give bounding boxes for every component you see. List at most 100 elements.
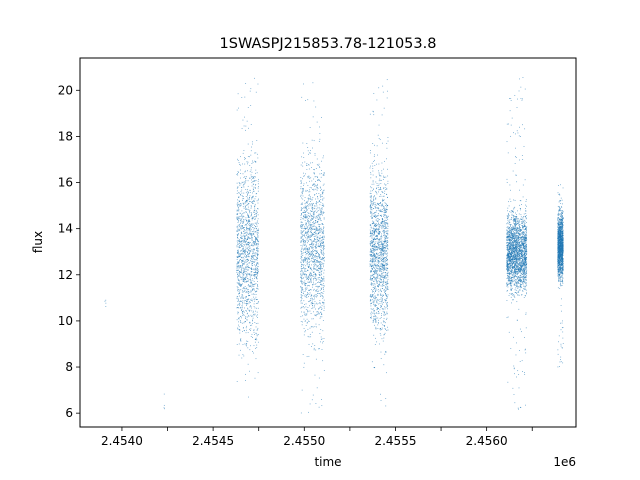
data-point [519, 271, 521, 273]
data-point [308, 256, 310, 258]
data-point [244, 227, 245, 228]
data-point [310, 246, 312, 247]
data-point [315, 349, 317, 351]
data-point [512, 299, 513, 301]
data-point [384, 221, 385, 223]
data-point [321, 204, 323, 206]
data-point [381, 247, 383, 249]
data-point [239, 201, 240, 202]
data-point [310, 220, 312, 221]
data-point [323, 172, 325, 173]
data-point [320, 339, 322, 340]
data-point [375, 225, 377, 227]
data-point [514, 296, 516, 298]
data-point [246, 301, 247, 303]
data-point [238, 192, 240, 194]
data-point [256, 239, 257, 240]
data-point [373, 156, 375, 157]
data-point [372, 230, 374, 232]
data-point [249, 286, 251, 288]
data-point [373, 367, 375, 368]
data-point [378, 227, 380, 229]
data-point [526, 226, 528, 228]
data-point [300, 295, 302, 297]
data-point [376, 245, 378, 247]
data-point [381, 245, 383, 247]
data-point [238, 272, 240, 274]
data-point [307, 190, 308, 192]
data-point [382, 219, 383, 221]
data-point [526, 253, 528, 255]
data-point [385, 238, 386, 239]
data-point [321, 295, 323, 296]
data-point [247, 195, 248, 197]
data-point [253, 268, 255, 270]
data-point [249, 285, 251, 287]
data-point [374, 270, 376, 272]
data-point [317, 282, 319, 283]
data-point [378, 241, 380, 243]
chart-title: 1SWASPJ215853.78-121053.8 [220, 36, 437, 52]
data-point [306, 245, 307, 247]
data-point [310, 274, 312, 275]
data-point [383, 261, 385, 263]
data-point [519, 208, 521, 209]
data-point [248, 215, 250, 217]
data-point [303, 283, 305, 285]
data-point [249, 242, 250, 244]
data-point [375, 176, 377, 178]
data-point [379, 248, 381, 250]
data-point [385, 205, 386, 206]
data-point [306, 321, 308, 323]
data-point [308, 266, 310, 268]
data-point [244, 307, 245, 309]
data-point [319, 264, 320, 265]
data-point [371, 200, 372, 202]
data-point [300, 233, 302, 234]
data-point [303, 262, 304, 263]
data-point [255, 269, 257, 270]
data-point [382, 248, 384, 249]
data-point [521, 155, 523, 156]
data-point [525, 272, 527, 274]
data-point [371, 187, 373, 189]
data-point [375, 198, 377, 200]
data-point [310, 198, 311, 200]
data-point [245, 380, 246, 381]
data-point [317, 287, 319, 289]
data-point [244, 163, 246, 165]
data-point [370, 212, 372, 214]
data-point [513, 240, 515, 241]
data-point [317, 235, 319, 237]
data-point [320, 329, 322, 330]
data-point [250, 280, 252, 282]
data-point [302, 261, 304, 263]
data-point [381, 172, 383, 174]
data-point [383, 264, 385, 266]
data-point [384, 250, 386, 252]
data-point [302, 224, 304, 225]
data-point [309, 253, 311, 255]
data-point [257, 272, 258, 274]
data-point [305, 224, 307, 226]
data-point [310, 326, 312, 328]
data-point [520, 241, 522, 243]
data-point [378, 209, 380, 211]
data-point [369, 299, 371, 301]
data-point [381, 225, 383, 227]
data-point [373, 315, 375, 317]
data-point [371, 230, 373, 231]
data-point [372, 231, 374, 233]
data-point [243, 218, 244, 220]
data-point [238, 265, 240, 267]
data-point [377, 328, 379, 329]
data-point [373, 311, 375, 313]
data-point [256, 278, 258, 279]
data-point [245, 373, 246, 375]
data-point [375, 219, 377, 221]
data-point [319, 227, 321, 229]
data-point [247, 194, 248, 195]
data-point [374, 277, 376, 279]
data-point [245, 243, 247, 245]
data-point [318, 232, 319, 234]
